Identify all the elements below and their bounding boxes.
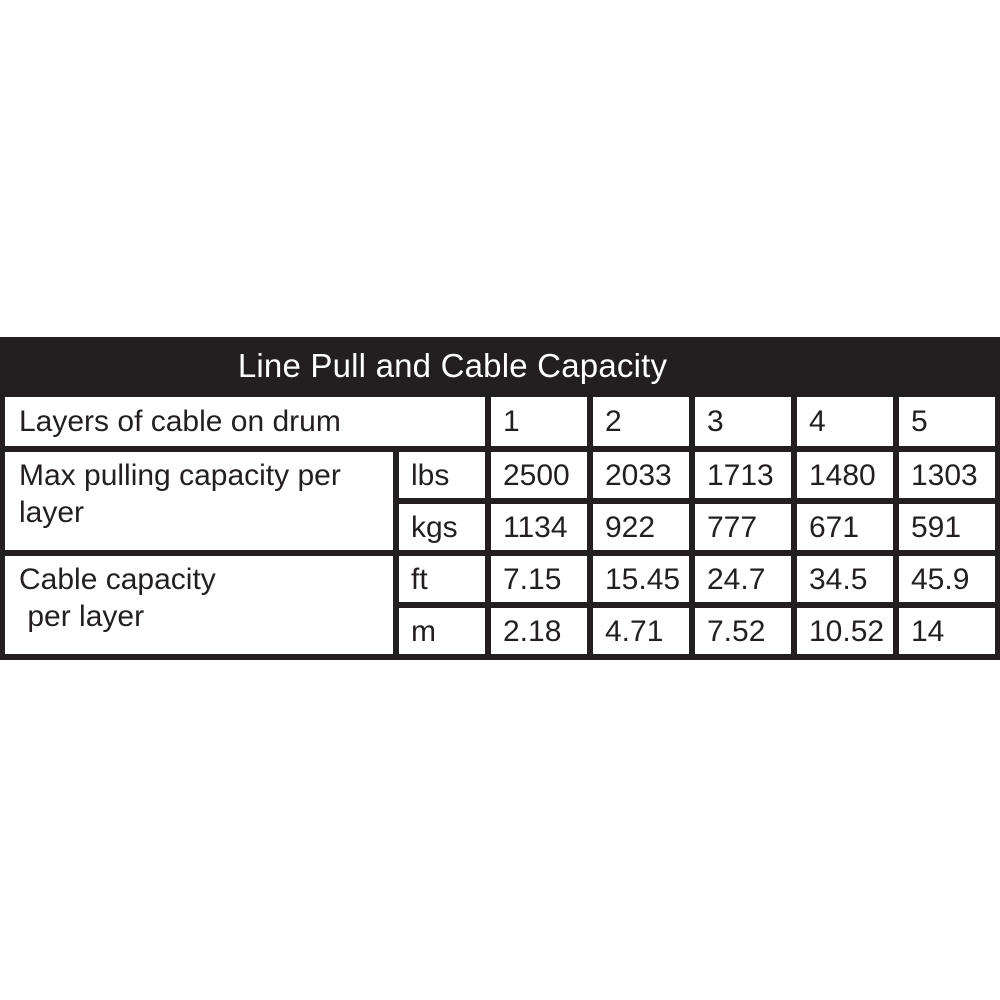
- row-header-layers-of-cable: Layers of cable on drum: [5, 397, 485, 446]
- column-header-layer-5: 5: [899, 397, 995, 446]
- cell-m-layer-5: 14: [899, 608, 995, 654]
- cell-lbs-layer-3: 1713: [695, 452, 791, 498]
- cell-m-layer-4: 10.52: [797, 608, 893, 654]
- cell-m-layer-2: 4.71: [593, 608, 689, 654]
- row-header-cable-capacity: Cable capacity per layer: [5, 556, 393, 654]
- cell-lbs-layer-5: 1303: [899, 452, 995, 498]
- unit-kgs: kgs: [399, 504, 485, 550]
- cell-kgs-layer-5: 591: [899, 504, 995, 550]
- unit-m: m: [399, 608, 485, 654]
- cell-ft-layer-3: 24.7: [695, 556, 791, 602]
- cell-kgs-layer-3: 777: [695, 504, 791, 550]
- cell-m-layer-1: 2.18: [491, 608, 587, 654]
- cell-lbs-layer-2: 2033: [593, 452, 689, 498]
- column-header-layer-2: 2: [593, 397, 689, 446]
- table-grid: Layers of cable on drum 1 2 3 4 5 Max pu…: [0, 394, 1000, 660]
- unit-lbs: lbs: [399, 452, 485, 498]
- row-header-max-pulling-capacity: Max pulling capacity per layer: [5, 452, 393, 550]
- table-title: Line Pull and Cable Capacity: [237, 346, 668, 384]
- cell-kgs-layer-2: 922: [593, 504, 689, 550]
- cell-ft-layer-4: 34.5: [797, 556, 893, 602]
- cell-ft-layer-1: 7.15: [491, 556, 587, 602]
- cell-ft-layer-2: 15.45: [593, 556, 689, 602]
- unit-ft: ft: [399, 556, 485, 602]
- cell-kgs-layer-1: 1134: [491, 504, 587, 550]
- cell-m-layer-3: 7.52: [695, 608, 791, 654]
- column-header-layer-1: 1: [491, 397, 587, 446]
- column-header-layer-4: 4: [797, 397, 893, 446]
- cell-lbs-layer-4: 1480: [797, 452, 893, 498]
- cell-kgs-layer-4: 671: [797, 504, 893, 550]
- cell-ft-layer-5: 45.9: [899, 556, 995, 602]
- column-header-layer-3: 3: [695, 397, 791, 446]
- cell-lbs-layer-1: 2500: [491, 452, 587, 498]
- line-pull-capacity-table: Line Pull and Cable Capacity Layers of c…: [0, 337, 1000, 660]
